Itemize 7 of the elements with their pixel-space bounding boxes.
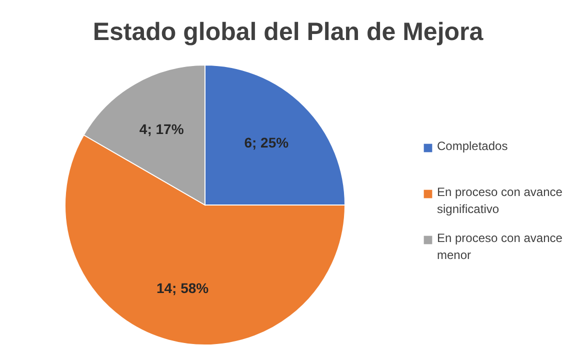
data-label: 14; 58%: [156, 280, 210, 296]
chart-title: Estado global del Plan de Mejora: [92, 18, 484, 46]
legend-label: Completados: [437, 139, 508, 153]
legend-label: En proceso con avance significativo: [437, 185, 563, 216]
data-label: 6; 25%: [244, 134, 290, 151]
legend-label: En proceso con avance menor: [437, 231, 563, 262]
data-label: 4; 17%: [139, 120, 184, 137]
